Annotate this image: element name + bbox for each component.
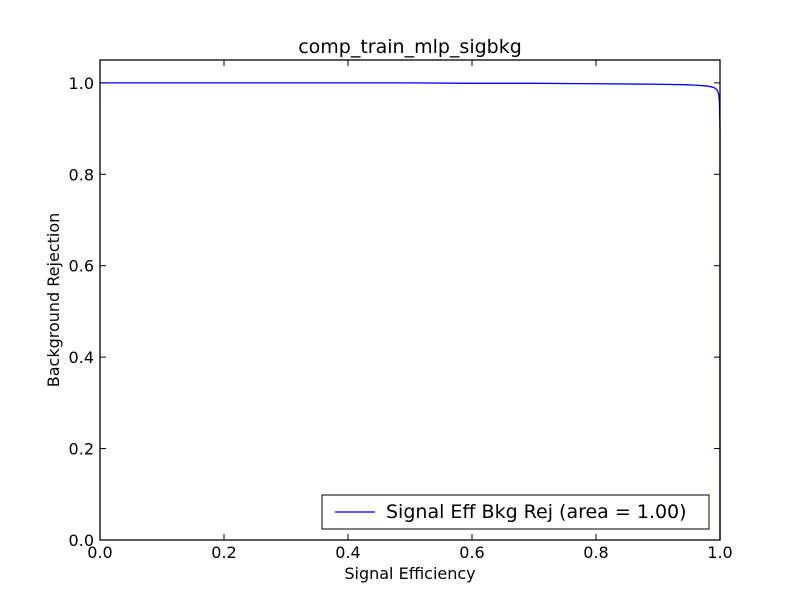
x-tick-label: 0.8: [583, 543, 608, 562]
chart-title: comp_train_mlp_sigbkg: [298, 36, 522, 58]
legend-entry-label: Signal Eff Bkg Rej (area = 1.00): [386, 501, 687, 523]
y-tick-label: 0.0: [69, 531, 94, 550]
series-line-0: [100, 82, 721, 540]
y-tick-label: 0.8: [69, 165, 94, 184]
series-layer: [100, 82, 721, 540]
y-tick-label: 0.2: [69, 440, 94, 459]
x-axis-label: Signal Efficiency: [344, 564, 475, 583]
x-tick-label: 0.0: [87, 543, 112, 562]
y-tick-label: 0.4: [69, 348, 94, 367]
x-tick-label: 0.6: [459, 543, 484, 562]
legend: Signal Eff Bkg Rej (area = 1.00): [321, 494, 710, 530]
x-tick-label: 0.2: [211, 543, 236, 562]
y-axis-ticks: 0.0 0.2 0.4 0.6 0.8 1.0: [69, 74, 720, 550]
x-tick-label: 0.4: [335, 543, 360, 562]
y-axis-label: Background Rejection: [44, 213, 63, 388]
y-tick-label: 0.6: [69, 257, 94, 276]
legend-box: [321, 494, 710, 530]
x-tick-label: 1.0: [707, 543, 732, 562]
x-axis-ticks: 0.0 0.2 0.4 0.6 0.8 1.0: [87, 60, 733, 562]
y-tick-label: 1.0: [69, 74, 94, 93]
plot-area-frame: [99, 59, 721, 541]
